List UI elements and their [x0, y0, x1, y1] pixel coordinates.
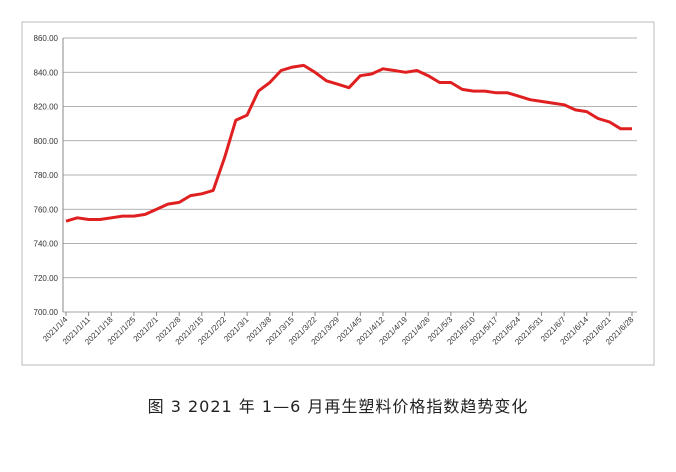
- y-tick-label: 840.00: [34, 68, 59, 77]
- y-tick-label: 820.00: [34, 103, 59, 112]
- line-series: [65, 63, 632, 223]
- y-tick-label: 760.00: [34, 205, 59, 214]
- y-tick-label: 860.00: [34, 34, 59, 43]
- chart-frame: [21, 21, 655, 366]
- y-tick-label: 740.00: [34, 240, 59, 249]
- y-tick-label: 800.00: [34, 137, 59, 146]
- y-tick-label: 700.00: [34, 308, 59, 317]
- chart-caption: 图 3 2021 年 1—6 月再生塑料价格指数趋势变化: [148, 397, 529, 416]
- y-tick-label: 720.00: [34, 274, 59, 283]
- y-tick-label: 780.00: [34, 171, 59, 180]
